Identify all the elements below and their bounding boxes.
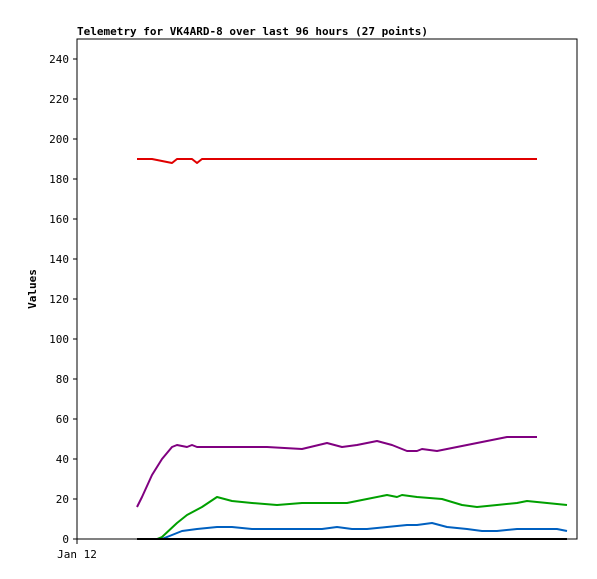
y-tick-label: 140 — [49, 253, 69, 266]
y-tick-label: 20 — [56, 493, 69, 506]
series-line-2 — [136, 436, 537, 508]
x-tick-label: Jan 12 — [57, 548, 97, 561]
series-line-3 — [137, 494, 568, 540]
y-axis: 0 20 40 60 80 100 120 140 160 180 200 220 240 — [49, 53, 77, 546]
y-tick-label: 40 — [56, 453, 69, 466]
y-tick-label: 200 — [49, 133, 69, 146]
y-tick-label: 80 — [56, 373, 69, 386]
y-tick-label: 100 — [49, 333, 69, 346]
y-tick-label: 0 — [62, 533, 69, 546]
y-tick-label: 240 — [49, 53, 69, 66]
y-axis-label: Values — [26, 269, 39, 309]
chart-title: Telemetry for VK4ARD-8 over last 96 hour… — [77, 25, 428, 38]
y-tick-label: 220 — [49, 93, 69, 106]
y-tick-label: 180 — [49, 173, 69, 186]
series-line-1 — [137, 158, 537, 164]
y-tick-label: 120 — [49, 293, 69, 306]
y-tick-label: 160 — [49, 213, 69, 226]
x-axis: Jan 12 — [57, 539, 97, 561]
series-line-4 — [137, 522, 568, 540]
y-tick-label: 60 — [56, 413, 69, 426]
series-lines — [136, 158, 568, 540]
plot-area — [76, 38, 578, 540]
